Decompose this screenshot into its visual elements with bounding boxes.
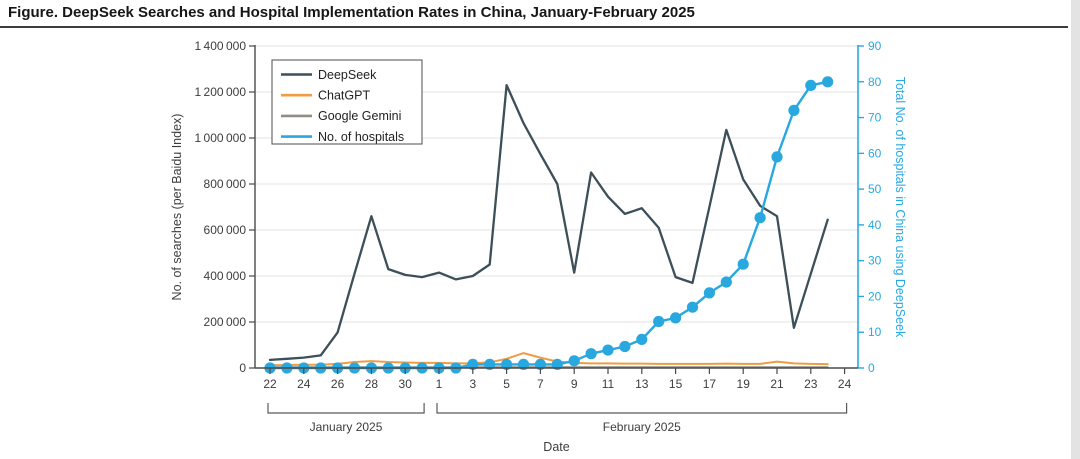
series-chatgpt (269, 352, 829, 367)
y-left-tick-label: 400 000 (204, 269, 247, 283)
y-right-tick-label: 50 (868, 182, 882, 196)
y-right-tick-label: 10 (868, 325, 882, 339)
hospital-marker (670, 312, 682, 324)
x-tick-label: 19 (737, 377, 751, 391)
hospital-marker (602, 344, 614, 356)
y-right-tick-label: 70 (868, 111, 882, 125)
hospital-marker (484, 358, 496, 370)
y-right-axis-title: Total No. of hospitals in China using De… (893, 77, 907, 338)
hospital-marker (686, 301, 699, 313)
y-left-tick-label: 1 000 000 (194, 131, 246, 145)
x-tick-label: 22 (263, 377, 277, 391)
page-edge-strip (1071, 0, 1080, 459)
y-left-tick-label: 1 400 000 (194, 39, 246, 53)
hospital-marker (805, 79, 817, 91)
hospital-marker (653, 315, 665, 328)
series-line-chatgpt (269, 352, 829, 367)
x-axis-title: Date (543, 440, 569, 454)
y-left-tick-label: 600 000 (204, 223, 247, 237)
x-tick-label: 1 (436, 377, 443, 391)
hospital-marker (771, 151, 783, 163)
x-tick-label: 21 (770, 377, 784, 391)
title-rule (0, 26, 1068, 28)
y-right-tick-label: 90 (868, 39, 882, 53)
hospital-marker (568, 355, 580, 367)
y-left-axis-title: No. of searches (per Baidu Index) (170, 114, 184, 301)
legend-label-google-gemini: Google Gemini (318, 109, 401, 123)
x-tick-label: 24 (838, 377, 852, 391)
y-axis-right: 0 10 20 30 40 50 60 70 80 90 Total No. of hospital… (857, 39, 907, 375)
x-tick-label: 28 (365, 377, 379, 391)
hospital-marker (517, 358, 530, 370)
x-tick-label: 30 (399, 377, 413, 391)
y-right-tick-label: 40 (868, 218, 882, 232)
hospital-markers (264, 76, 834, 374)
hospital-marker (551, 358, 563, 370)
x-tick-label: 7 (537, 377, 544, 391)
hospital-marker (788, 104, 800, 116)
legend-label-no-of-hospitals: No. of hospitals (318, 130, 404, 144)
y-left-tick-label: 1 200 000 (194, 85, 246, 99)
y-right-tick-label: 60 (868, 146, 882, 160)
x-tick-label: 9 (571, 377, 578, 391)
hospital-marker (737, 258, 749, 270)
figure-title: Figure. DeepSeek Searches and Hospital I… (8, 4, 695, 21)
hospital-marker (534, 358, 547, 370)
legend-label-deepseek: DeepSeek (318, 68, 377, 82)
x-tick-label: 3 (469, 377, 476, 391)
month-bracket (436, 403, 848, 414)
month-bracket (267, 403, 425, 414)
y-right-tick-label: 30 (868, 254, 882, 268)
y-left-tick-label: 0 (239, 361, 246, 375)
y-axis-left: 0 200 000 400 000 600 000 800 000 1 000 000 1 … (170, 39, 256, 375)
x-tick-label: 26 (331, 377, 345, 391)
hospital-marker (754, 212, 766, 224)
hospital-marker (619, 340, 631, 353)
month-bracket-label: February 2025 (603, 420, 681, 434)
legend: DeepSeek ChatGPT Google Gemini No. of hospi… (271, 59, 423, 145)
hospital-marker (585, 348, 597, 360)
hospital-marker (501, 358, 513, 370)
x-tick-label: 23 (804, 377, 818, 391)
y-left-tick-label: 800 000 (204, 177, 247, 191)
x-tick-label: 11 (602, 377, 615, 391)
hospital-marker (636, 333, 648, 345)
y-left-tick-label: 200 000 (204, 315, 247, 329)
hospital-marker (467, 358, 479, 370)
month-bracket-label: January 2025 (310, 420, 383, 434)
hospital-marker (720, 276, 732, 288)
x-tick-label: 24 (297, 377, 311, 391)
y-right-tick-label: 20 (868, 289, 882, 303)
y-right-tick-label: 0 (868, 361, 875, 375)
x-tick-label: 17 (703, 377, 717, 391)
hospital-marker (703, 287, 716, 299)
x-tick-label: 13 (635, 377, 649, 391)
series-deepseek (268, 83, 829, 362)
x-tick-label: 15 (669, 377, 683, 391)
y-right-tick-label: 80 (868, 75, 882, 89)
hospital-marker (822, 76, 834, 88)
x-tick-label: 5 (503, 377, 510, 391)
legend-label-chatgpt: ChatGPT (318, 89, 370, 103)
series-line-deepseek (268, 83, 829, 362)
